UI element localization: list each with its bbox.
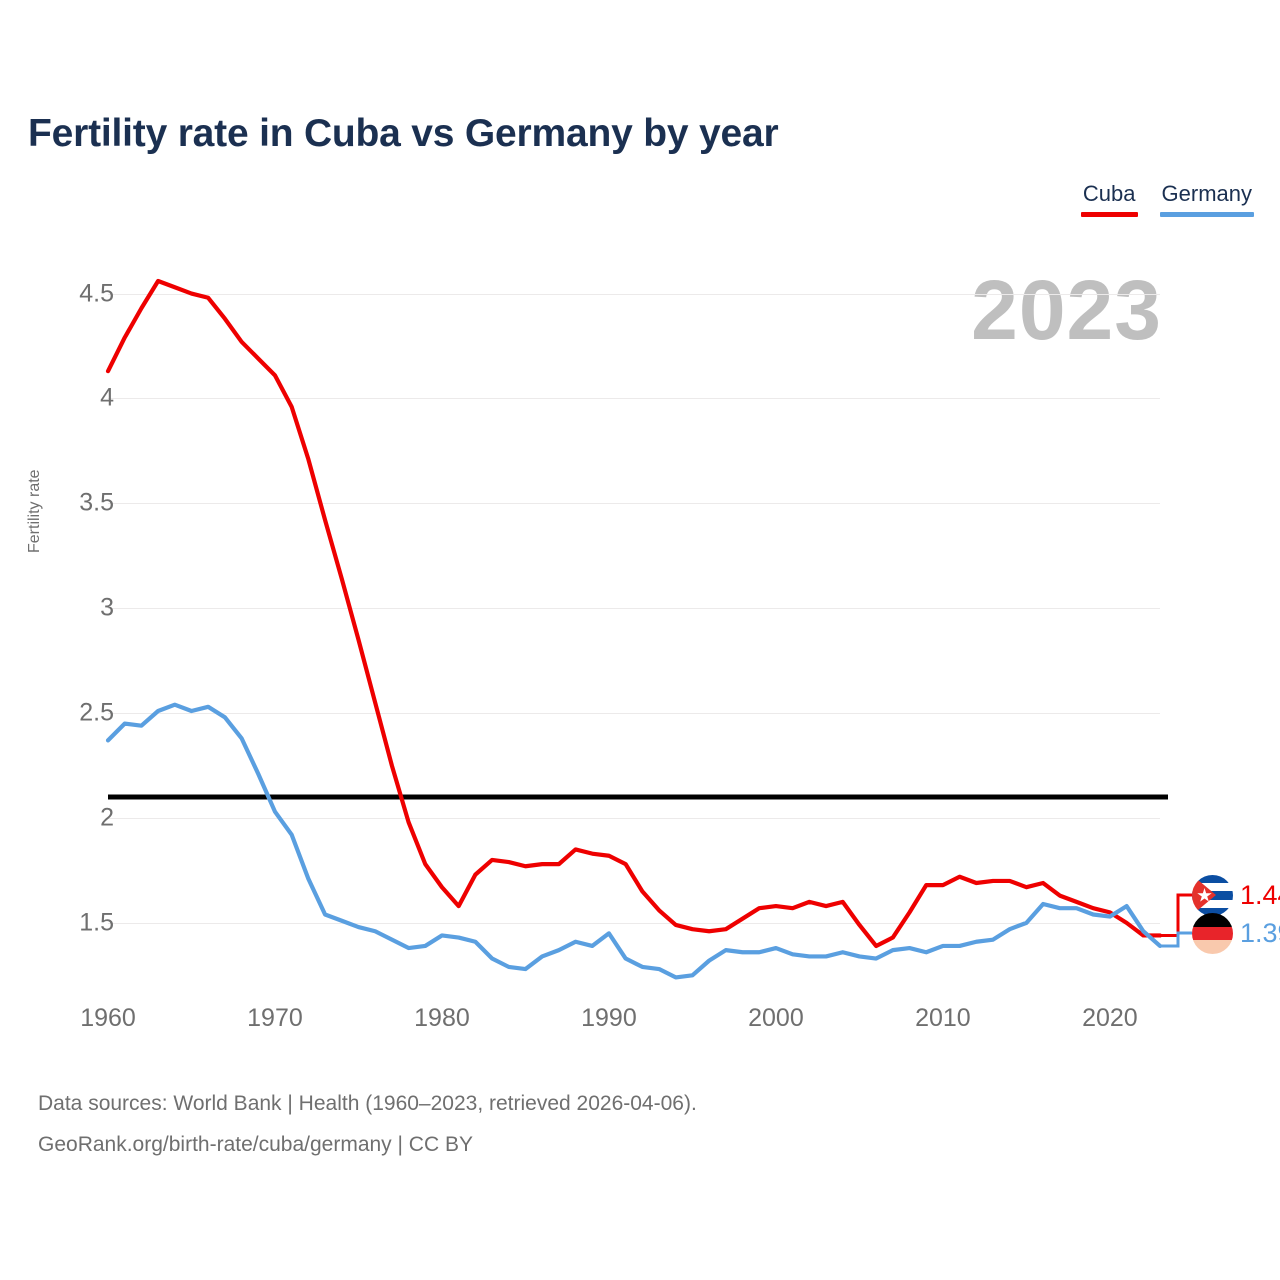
- page-title: Fertility rate in Cuba vs Germany by yea…: [28, 112, 779, 155]
- gridline: [108, 503, 1160, 505]
- cuba-endpoint[interactable]: 1.44: [1192, 875, 1280, 916]
- series-line-germany[interactable]: [105, 702, 1163, 980]
- cuba-flag-icon: [1192, 875, 1233, 916]
- gridline: [108, 293, 1160, 295]
- germany-flag-icon: [1192, 913, 1233, 954]
- year-watermark: 2023: [971, 263, 1162, 357]
- y-axis-tick-label: 3.5: [79, 488, 114, 517]
- legend-item-germany[interactable]: Germany: [1159, 181, 1254, 217]
- footer-data-sources: Data sources: World Bank | Health (1960–…: [38, 1092, 697, 1115]
- x-axis-tick-label: 1970: [247, 1004, 303, 1032]
- gridline: [108, 922, 1160, 924]
- footer: Data sources: World Bank | Health (1960–…: [38, 1084, 697, 1166]
- legend-label-germany: Germany: [1161, 181, 1252, 206]
- x-axis-tick-label: 1980: [414, 1004, 470, 1032]
- x-axis-tick-label: 1990: [581, 1004, 637, 1032]
- chart-legend: Cuba Germany: [1080, 181, 1254, 217]
- endpoint-connector-germany: [1160, 931, 1192, 948]
- gridline: [108, 817, 1160, 819]
- gridline: [108, 398, 1160, 400]
- legend-label-cuba: Cuba: [1082, 181, 1136, 206]
- x-axis-tick-label: 2020: [1082, 1004, 1138, 1032]
- y-axis-tick-label: 4: [100, 383, 114, 412]
- y-axis-tick-label: 1.5: [79, 908, 114, 937]
- x-axis-tick-label: 2010: [915, 1004, 971, 1032]
- legend-swatch-cuba: [1080, 212, 1138, 217]
- gridline: [108, 713, 1160, 715]
- cuba-endpoint-value: 1.44: [1240, 880, 1280, 910]
- germany-endpoint-value: 1.39: [1240, 918, 1280, 948]
- legend-swatch-germany: [1159, 212, 1254, 217]
- endpoint-connector-cuba: [1160, 893, 1192, 937]
- gridline: [108, 608, 1160, 610]
- y-axis-tick-label: 3: [100, 593, 114, 622]
- x-axis-tick-label: 2000: [748, 1004, 804, 1032]
- y-axis-tick-label: 4.5: [79, 279, 114, 308]
- germany-endpoint[interactable]: 1.39: [1192, 913, 1280, 954]
- y-axis-tick-label: 2.5: [79, 698, 114, 727]
- y-axis-tick-label: 2: [100, 803, 114, 832]
- footer-attribution: GeoRank.org/birth-rate/cuba/germany | CC…: [38, 1132, 473, 1156]
- plot-area: [108, 260, 1160, 990]
- series-line-cuba[interactable]: [105, 278, 1163, 949]
- x-axis-tick-label: 1960: [80, 1004, 136, 1032]
- legend-item-cuba[interactable]: Cuba: [1080, 181, 1138, 217]
